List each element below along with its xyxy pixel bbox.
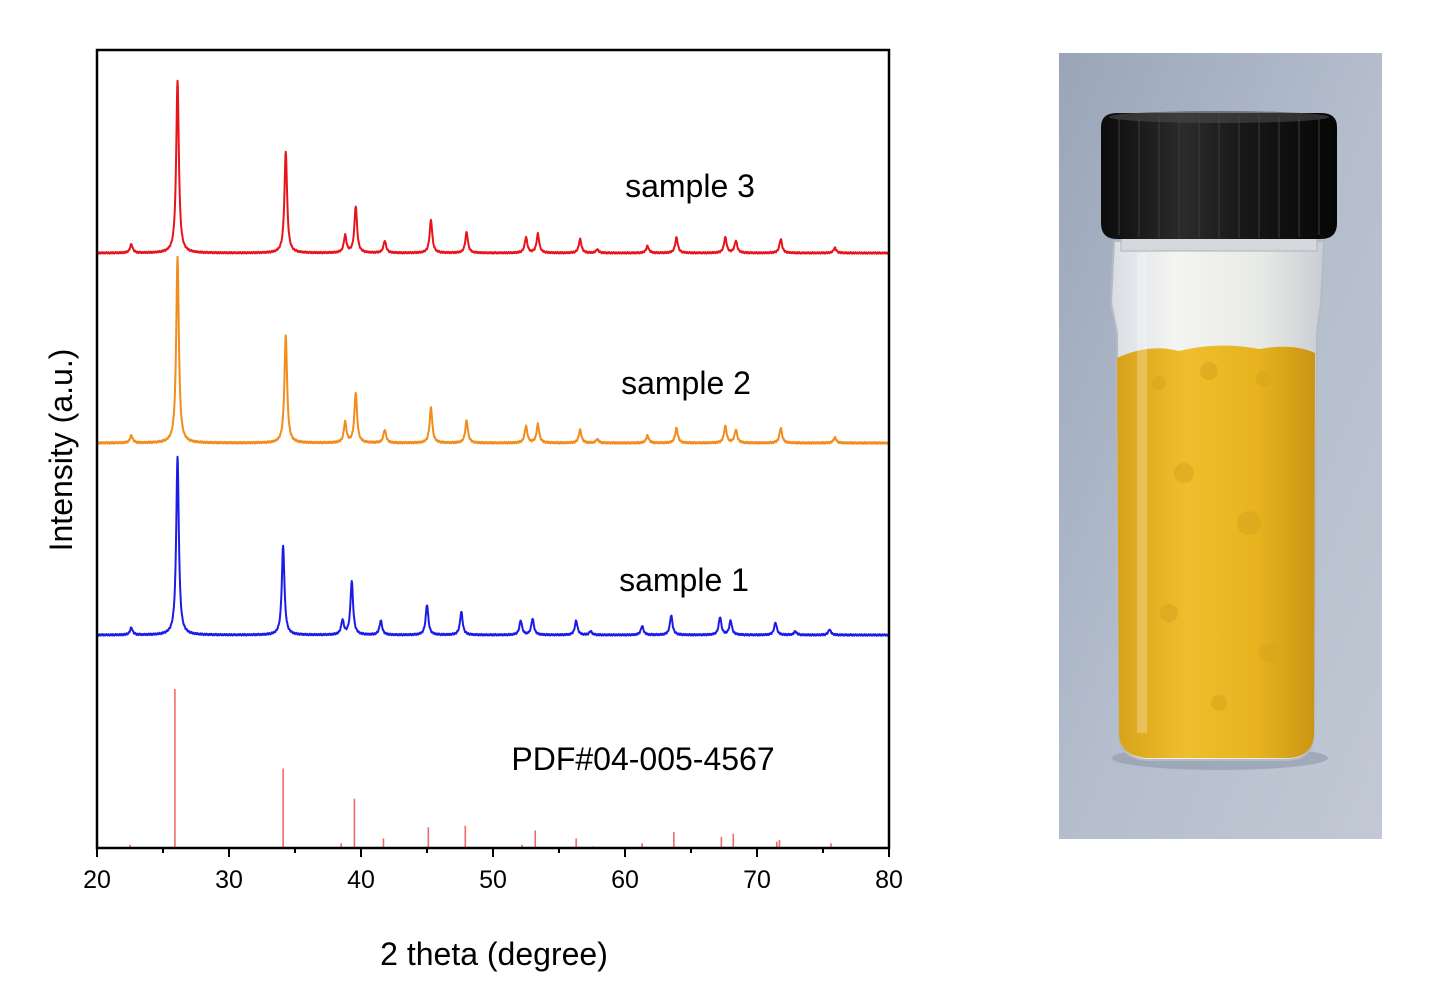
series-labels: sample 3 sample 2 sample 1 PDF#04-005-4567: [511, 168, 774, 777]
vial-photo: [1059, 53, 1382, 839]
series-label: sample 2: [621, 365, 751, 401]
x-tick-label: 60: [611, 866, 639, 894]
xrd-pattern-line: [96, 455, 890, 637]
cap-top-highlight: [1109, 111, 1329, 123]
series-label: PDF#04-005-4567: [511, 741, 774, 777]
xrd-pattern-line: [96, 255, 890, 445]
series-layer: [96, 79, 890, 848]
x-tick-label: 20: [83, 866, 111, 894]
x-tick-label: 30: [215, 866, 243, 894]
y-axis-title: Intensity (a.u.): [43, 349, 79, 552]
x-axis-title: 2 theta (degree): [380, 936, 608, 972]
xrd-chart: 20 30 40 50 60 70 80 sample 3 sample 2 sample 1 P…: [43, 48, 903, 972]
series-label: sample 3: [625, 168, 755, 204]
x-tick-label: 80: [875, 866, 903, 894]
glass-highlight: [1137, 253, 1147, 733]
plot-frame: [95, 48, 891, 850]
x-tick-label: 70: [743, 866, 771, 894]
xrd-pattern-line: [96, 79, 890, 255]
x-tick-label: 40: [347, 866, 375, 894]
x-tick-label: 50: [479, 866, 507, 894]
x-axis-ticks: 20 30 40 50 60 70 80: [83, 848, 903, 894]
series-label: sample 1: [619, 562, 749, 598]
